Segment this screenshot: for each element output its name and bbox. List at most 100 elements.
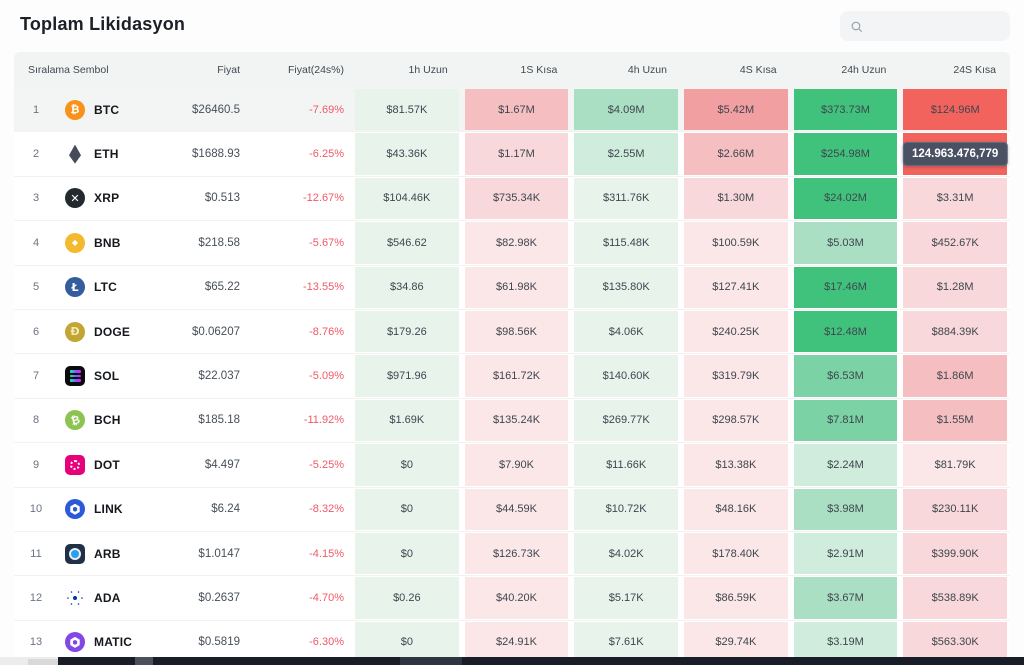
symbol-cell: ETH bbox=[58, 132, 180, 175]
table-row-btc[interactable]: 1 ₿ BTC $26460.5 -7.69% $81.57K $1.67M $4.09M $5… bbox=[14, 88, 1010, 133]
price-change-24h: -6.25% bbox=[309, 148, 344, 161]
next-section-segment bbox=[135, 657, 153, 665]
liquidation-cell: $11.66K bbox=[574, 444, 678, 486]
liquidation-cell: $3.19M bbox=[793, 621, 898, 664]
table-row-xrp[interactable]: 3 ✕ XRP $0.513 -12.67% $104.46K $735.34K $311.7… bbox=[14, 176, 1010, 222]
liquidation-cell: $399.90K bbox=[903, 532, 1007, 575]
price-change-24h: -4.70% bbox=[309, 591, 344, 604]
liquidation-cell: $98.56K bbox=[464, 310, 569, 353]
eth-icon bbox=[65, 144, 85, 164]
col-header-rank-symbol: Sıralama Sembol bbox=[28, 64, 109, 76]
col-header-1h-short: 1S Kısa bbox=[520, 64, 558, 76]
liquidation-cell: $2.24M bbox=[793, 444, 898, 486]
price-change-24h: -5.09% bbox=[309, 370, 344, 383]
table-row-sol[interactable]: 7 SOL $22.037 -5.09% $971.96 $161.72K $140.60K… bbox=[14, 354, 1010, 399]
liquidation-cell: $4.09M bbox=[574, 89, 678, 131]
liquidation-cell: $7.81M bbox=[793, 399, 898, 442]
symbol-cell: DOT bbox=[58, 443, 180, 486]
page-title: Toplam Likidasyon bbox=[20, 14, 186, 34]
bnb-icon: ◆ bbox=[65, 232, 85, 253]
liquidation-cell: $563.30K bbox=[903, 621, 1007, 664]
search-icon bbox=[851, 21, 862, 32]
liquidation-cell: $4.02K bbox=[574, 532, 678, 575]
liquidation-cell: $17.46M bbox=[793, 266, 898, 308]
symbol-cell: ✕ XRP bbox=[58, 177, 180, 220]
liquidation-cell: $10.72K bbox=[574, 488, 678, 530]
price-change-24h: -13.55% bbox=[303, 281, 344, 294]
price-value: $0.2637 bbox=[198, 591, 240, 604]
liquidation-table: Sıralama Sembol Fiyat Fiyat(24s%) 1h Uzu… bbox=[14, 52, 1010, 665]
table-row-ltc[interactable]: 5 Ł LTC $65.22 -13.55% $34.86 $61.98K $135.80K $… bbox=[14, 265, 1010, 310]
table-row-ada[interactable]: 12 ADA $0.2637 -4.70% $0.26 $40.20K $5.17K $86.… bbox=[14, 576, 1010, 621]
price-change-24h: -11.92% bbox=[303, 414, 344, 427]
next-section-tab bbox=[28, 659, 58, 665]
doge-icon: Ð bbox=[65, 321, 85, 342]
dot-icon bbox=[65, 454, 85, 475]
table-row-doge[interactable]: 6 Ð DOGE $0.06207 -8.76% $179.26 $98.56K $4.06K… bbox=[14, 309, 1010, 355]
table-body: 1 ₿ BTC $26460.5 -7.69% $81.57K $1.67M $4.09M $5… bbox=[14, 88, 1010, 665]
liquidation-cell: 124.963.476,779 bbox=[902, 133, 1008, 175]
liquidation-cell: $0.26 bbox=[355, 577, 459, 619]
liquidation-cell: $538.89K bbox=[903, 577, 1007, 619]
liquidation-cell: $43.36K bbox=[355, 133, 459, 175]
liquidation-cell: $29.74K bbox=[683, 621, 788, 664]
table-row-arb[interactable]: 11 ARB $1.0147 -4.15% $0 $126.73K $4.02K $178.4… bbox=[14, 531, 1010, 577]
price-value: $0.5819 bbox=[198, 636, 240, 649]
rank-value: 11 bbox=[30, 547, 42, 560]
col-header-24h-short: 24S Kısa bbox=[953, 64, 996, 76]
price-change-24h: -5.67% bbox=[309, 236, 344, 249]
price-value: $6.24 bbox=[211, 503, 240, 516]
symbol-label: BTC bbox=[94, 102, 120, 117]
table-row-dot[interactable]: 9 DOT $4.497 -5.25% $0 $7.90K $11.66K $13.38K $2… bbox=[14, 443, 1010, 488]
symbol-label: MATIC bbox=[94, 635, 133, 650]
liquidation-cell: $135.24K bbox=[464, 399, 569, 442]
symbol-label: ARB bbox=[94, 546, 121, 561]
liquidation-cell: $40.20K bbox=[464, 577, 569, 619]
search-box[interactable] bbox=[840, 11, 1010, 41]
rank-value: 5 bbox=[32, 281, 40, 294]
sol-icon bbox=[65, 366, 85, 387]
col-header-4h-short: 4S Kısa bbox=[739, 64, 777, 76]
symbol-label: ADA bbox=[94, 590, 121, 605]
liquidation-cell: $3.67M bbox=[793, 577, 898, 619]
table-row-bch[interactable]: 8 ₿ BCH $185.18 -11.92% $1.69K $135.24K $269.77… bbox=[14, 398, 1010, 444]
symbol-label: SOL bbox=[94, 369, 120, 384]
liquidation-cell: $1.55M bbox=[903, 399, 1007, 442]
liquidation-cell: $7.61K bbox=[574, 621, 678, 664]
liquidation-cell: $884.39K bbox=[903, 310, 1007, 353]
link-icon bbox=[65, 499, 85, 520]
liquidation-cell: $4.06K bbox=[574, 310, 678, 353]
rank-value: 1 bbox=[32, 103, 40, 116]
price-value: $218.58 bbox=[198, 236, 240, 249]
price-change-24h: -8.32% bbox=[309, 503, 344, 516]
liquidation-cell: $5.42M bbox=[683, 89, 788, 131]
liquidation-cell: $311.76K bbox=[574, 177, 678, 220]
value-tooltip: 124.963.476,779 bbox=[902, 142, 1008, 167]
rank-value: 13 bbox=[29, 636, 43, 649]
liquidation-cell: $269.77K bbox=[574, 399, 678, 442]
table-row-eth[interactable]: 2 ETH $1688.93 -6.25% $43.36K $1.17M $2.55M $2.… bbox=[14, 132, 1010, 177]
arb-icon bbox=[65, 543, 85, 564]
table-row-bnb[interactable]: 4 ◆ BNB $218.58 -5.67% $546.62 $82.98K $115.48K… bbox=[14, 221, 1010, 266]
table-row-link[interactable]: 10 LINK $6.24 -8.32% $0 $44.59K $10.72K $48.16K… bbox=[14, 487, 1010, 532]
next-section-edge bbox=[0, 657, 1024, 665]
liquidation-cell: $319.79K bbox=[683, 355, 788, 397]
xrp-icon: ✕ bbox=[65, 188, 85, 209]
liquidation-cell: $1.69K bbox=[355, 399, 459, 442]
liquidation-cell: $2.66M bbox=[683, 133, 788, 175]
symbol-label: XRP bbox=[94, 191, 120, 206]
rank-value: 7 bbox=[32, 370, 40, 383]
symbol-label: DOT bbox=[94, 457, 120, 472]
liquidation-cell: $0 bbox=[355, 444, 459, 486]
symbol-cell: Ð DOGE bbox=[58, 310, 180, 353]
liquidation-cell: $3.98M bbox=[793, 488, 898, 530]
ada-icon bbox=[65, 588, 85, 608]
liquidation-cell: $127.41K bbox=[683, 266, 788, 308]
liquidation-cell: $135.80K bbox=[574, 266, 678, 308]
search-input[interactable] bbox=[869, 19, 1000, 33]
liquidation-cell: $61.98K bbox=[464, 266, 569, 308]
liquidation-cell: $546.62 bbox=[355, 222, 459, 264]
symbol-label: DOGE bbox=[94, 324, 131, 339]
col-header-4h-long: 4h Uzun bbox=[627, 64, 667, 76]
symbol-cell: ARB bbox=[58, 532, 180, 575]
